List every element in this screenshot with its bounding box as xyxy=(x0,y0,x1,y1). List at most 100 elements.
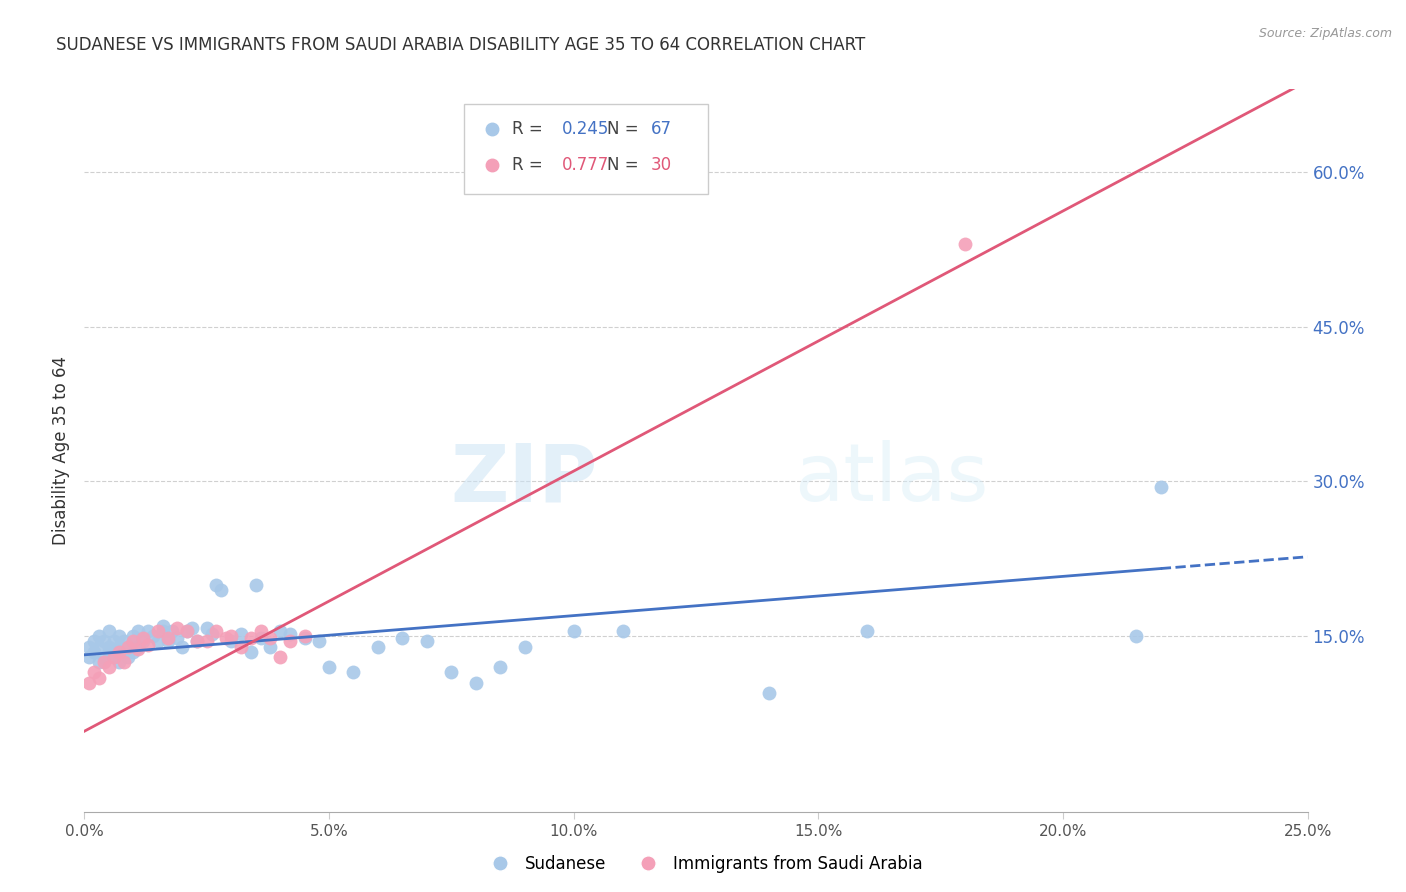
Point xyxy=(83,645,105,659)
Point xyxy=(367,640,389,654)
Point xyxy=(195,621,218,635)
Point xyxy=(117,640,139,654)
Point xyxy=(239,645,262,659)
Y-axis label: Disability Age 35 to 64: Disability Age 35 to 64 xyxy=(52,356,70,545)
Point xyxy=(562,624,585,639)
Point xyxy=(278,627,301,641)
Point xyxy=(107,629,129,643)
Point xyxy=(107,655,129,669)
Point xyxy=(278,634,301,648)
Point xyxy=(249,632,271,646)
Point xyxy=(294,632,316,646)
Point xyxy=(132,632,155,646)
Point xyxy=(391,632,413,646)
Point xyxy=(181,621,204,635)
Point xyxy=(132,634,155,648)
Point xyxy=(259,640,281,654)
Point xyxy=(239,632,262,646)
Point xyxy=(1125,629,1147,643)
Point xyxy=(489,660,512,674)
Point xyxy=(87,629,110,643)
Point xyxy=(249,624,271,639)
Point xyxy=(103,649,125,664)
Point xyxy=(97,640,120,654)
Text: atlas: atlas xyxy=(794,441,988,518)
Point xyxy=(97,660,120,674)
Point xyxy=(136,638,159,652)
Point xyxy=(142,629,165,643)
Point xyxy=(612,624,634,639)
Text: N =: N = xyxy=(606,120,644,138)
Point xyxy=(107,640,129,654)
Point xyxy=(127,640,149,654)
Point xyxy=(269,649,291,664)
Legend: Sudanese, Immigrants from Saudi Arabia: Sudanese, Immigrants from Saudi Arabia xyxy=(477,848,929,880)
Point xyxy=(117,640,139,654)
Point xyxy=(136,624,159,639)
Point xyxy=(87,671,110,685)
Point xyxy=(758,686,780,700)
Point xyxy=(162,624,184,639)
Point xyxy=(308,634,330,648)
Point xyxy=(269,624,291,639)
Point xyxy=(294,629,316,643)
Point xyxy=(122,634,145,648)
Point xyxy=(112,645,135,659)
Text: N =: N = xyxy=(606,156,644,174)
Point xyxy=(146,624,169,639)
Point xyxy=(127,624,149,639)
Text: 67: 67 xyxy=(651,120,672,138)
Text: 0.245: 0.245 xyxy=(561,120,609,138)
Point xyxy=(127,641,149,656)
Point xyxy=(513,640,536,654)
Point xyxy=(93,649,115,664)
Point xyxy=(156,632,179,646)
Point xyxy=(172,640,194,654)
Point xyxy=(856,624,879,639)
Text: 30: 30 xyxy=(651,156,672,174)
Point xyxy=(122,645,145,659)
Text: Source: ZipAtlas.com: Source: ZipAtlas.com xyxy=(1258,27,1392,40)
Point xyxy=(103,634,125,648)
Point xyxy=(219,634,242,648)
Text: SUDANESE VS IMMIGRANTS FROM SAUDI ARABIA DISABILITY AGE 35 TO 64 CORRELATION CHA: SUDANESE VS IMMIGRANTS FROM SAUDI ARABIA… xyxy=(56,36,866,54)
Point xyxy=(93,634,115,648)
Point xyxy=(112,655,135,669)
Point xyxy=(87,655,110,669)
Point xyxy=(953,237,976,252)
Point xyxy=(205,577,228,591)
Point xyxy=(416,634,439,648)
Point xyxy=(209,582,232,597)
Point xyxy=(186,634,208,648)
Point xyxy=(205,624,228,639)
Point xyxy=(87,640,110,654)
Point xyxy=(215,632,238,646)
Point xyxy=(146,634,169,648)
Point xyxy=(219,629,242,643)
Point xyxy=(464,675,486,690)
Point xyxy=(97,624,120,639)
Point xyxy=(229,627,252,641)
Point xyxy=(97,645,120,659)
Text: 0.777: 0.777 xyxy=(561,156,609,174)
Point xyxy=(176,624,198,639)
Point xyxy=(195,634,218,648)
Point xyxy=(200,627,222,641)
Point xyxy=(93,655,115,669)
Point xyxy=(318,660,340,674)
Point xyxy=(107,645,129,659)
Point xyxy=(156,634,179,648)
Point xyxy=(103,649,125,664)
FancyBboxPatch shape xyxy=(464,103,709,194)
Point xyxy=(152,624,174,639)
Point xyxy=(77,649,100,664)
Point xyxy=(229,640,252,654)
Point xyxy=(77,640,100,654)
Point xyxy=(440,665,463,680)
Text: ZIP: ZIP xyxy=(451,441,598,518)
Point xyxy=(83,634,105,648)
Point xyxy=(77,675,100,690)
Point xyxy=(166,621,188,635)
Point xyxy=(186,634,208,648)
Point xyxy=(342,665,364,680)
